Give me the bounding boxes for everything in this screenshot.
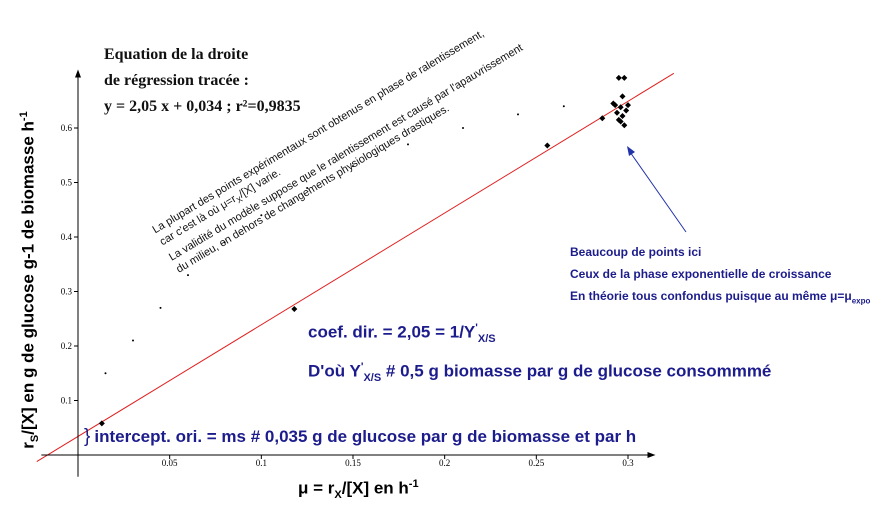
curve-dot [562,105,565,108]
y-axis-label-a: r [18,442,38,449]
data-point [610,100,617,107]
y-tick-label: 0.2 [61,341,72,351]
y-axis-label-sup: -1 [18,111,30,122]
curve-dot [516,113,519,116]
curve-dot [260,214,263,217]
x-tick-label: 0.15 [345,458,361,468]
curve-dot [306,186,309,189]
data-point [624,102,631,109]
slope-note-line-1: coef. dir. = 2,05 = 1/Y'X/S [308,314,771,353]
equation-line-1: Equation de la droite [104,46,249,63]
x-tick-label: 0.05 [162,458,178,468]
curve-dot [131,339,134,342]
slope-note-line-2-sub: X/S [363,372,382,385]
x-axis-label-sub: X [334,489,342,502]
equation-line-2: de régression tracée : [104,72,249,89]
slope-note-line-1-sup: ' [475,322,478,334]
x-tick-label: 0.25 [528,458,544,468]
y-ticks: 0.1 0.2 0.3 0.4 0.5 0.6 [61,123,78,406]
y-axis-label-b: /[X] en g de glucose g-1 de biomasse h [18,121,38,435]
data-point [599,115,606,122]
curve-dot [186,274,189,277]
slowdown-curve [104,105,565,375]
slope-note: coef. dir. = 2,05 = 1/Y'X/S D'où Y'X/S #… [308,314,771,392]
curve-dot [159,306,162,309]
y-axis-label-sub: S [29,434,42,443]
equation-block: Equation de la droite de régression trac… [104,45,301,117]
slope-note-line-2a: D'où Y [308,361,361,381]
x-ticks: 0.05 0.1 0.15 0.2 0.25 0.3 [162,455,634,468]
curve-dot [223,241,226,244]
data-point [615,74,622,81]
regression-line [36,72,675,463]
x-axis-label-a: μ = r [298,478,335,498]
cluster-arrow [629,151,687,233]
data-point [544,142,551,149]
data-point [98,420,105,427]
x-tick-label: 0.3 [622,458,634,468]
data-point [613,109,620,116]
data-points [98,74,631,427]
slope-note-line-2: D'où Y'X/S # 0,5 g biomasse par g de glu… [308,353,771,392]
data-point [619,93,626,100]
equation-line-3: y = 2,05 x + 0,034 ; r²=0,9835 [104,98,301,115]
curve-dot [461,127,464,129]
slope-note-line-2b: # 0,5 g biomasse par g de glucose consom… [381,361,772,381]
data-point [617,104,624,111]
x-tick-label: 0.2 [439,458,450,468]
y-tick-label: 0.5 [61,178,73,188]
slope-note-line-1-sub: X/S [477,333,496,346]
data-point [619,113,626,120]
cluster-note-line-2: Ceux de la phase exponentielle de croiss… [570,267,832,281]
slope-note-line-2-sup: ' [360,361,364,374]
x-tick-label: 0.1 [256,458,267,468]
x-axis-label-b: /[X] en h [341,478,409,498]
cluster-note-line-3: En théorie tous confondus puisque au mêm… [570,285,870,312]
slope-note-line-1a: coef. dir. = 2,05 = 1/Y [308,322,476,342]
data-point [291,305,298,312]
cluster-note-line-3-sub: expo [851,296,871,306]
cluster-note: Beaucoup de points ici Ceux de la phase … [570,241,870,312]
y-tick-label: 0.6 [61,123,73,133]
chart-canvas: 0.05 0.1 0.15 0.2 0.25 0.3 0.1 0.2 0.3 0.4 0.5 0.6 [36,69,687,477]
intercept-brace: } [84,426,91,447]
x-axis-arrowhead [647,452,656,458]
curve-dot [104,372,107,375]
cluster-note-line-3a: En théorie tous confondus puisque au mêm… [570,289,852,303]
y-tick-label: 0.1 [61,396,72,406]
x-axis-label: μ = rX/[X] en h-1 [298,478,419,501]
data-point [621,74,628,81]
data-point [623,107,630,114]
cluster-note-line-1: Beaucoup de points ici [570,245,702,259]
intercept-note: } intercept. ori. = ms # 0,035 g de gluco… [84,426,636,448]
y-axis-label: rS/[X] en g de glucose g-1 de biomasse h… [14,30,45,530]
cluster-arrowhead [627,146,635,156]
x-axis-label-sup: -1 [408,478,419,490]
data-point [615,116,622,123]
y-tick-label: 0.4 [61,232,73,242]
curve-dot [351,165,354,168]
y-tick-label: 0.3 [61,287,73,297]
intercept-note-text: intercept. ori. = ms # 0,035 g de glucos… [94,427,637,446]
data-point [621,122,628,129]
y-axis-arrowhead [75,69,81,78]
curve-dot [406,143,409,146]
